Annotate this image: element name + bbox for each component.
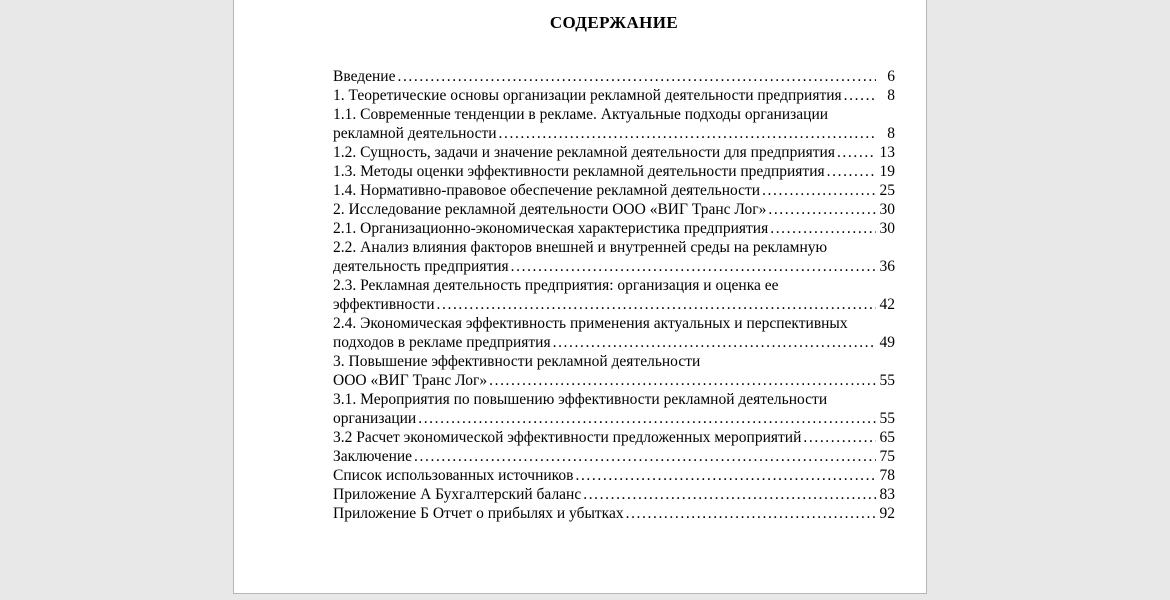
toc-line-text: Приложение А Бухгалтерский баланс bbox=[333, 486, 582, 503]
toc-dot-leader bbox=[827, 162, 876, 181]
toc-page-number: 83 bbox=[879, 486, 896, 503]
toc-page-number: 55 bbox=[879, 410, 896, 427]
toc-dot-leader bbox=[844, 86, 876, 105]
toc-line-text: 3.2 Расчет экономической эффективности п… bbox=[333, 429, 802, 446]
toc-line-text: 2.4. Экономическая эффективность примене… bbox=[333, 315, 848, 332]
toc-line-text: 3.1. Мероприятия по повышению эффективно… bbox=[333, 391, 828, 408]
toc-page-number: 75 bbox=[879, 448, 896, 465]
toc-dot-leader bbox=[575, 466, 876, 485]
toc-line-text: деятельность предприятия bbox=[333, 258, 509, 275]
toc-line-text: Введение bbox=[333, 68, 396, 85]
toc-line[interactable]: 3.2 Расчет экономической эффективности п… bbox=[333, 428, 895, 447]
toc-line-text: организации bbox=[333, 410, 417, 427]
toc-line[interactable]: 2. Исследование рекламной деятельности О… bbox=[333, 200, 895, 219]
toc-page-number: 6 bbox=[887, 68, 895, 85]
toc-dot-leader bbox=[768, 200, 876, 219]
toc-page-number: 49 bbox=[879, 334, 896, 351]
toc-page-number: 42 bbox=[879, 296, 896, 313]
toc-dot-leader bbox=[553, 333, 876, 352]
toc-dot-leader bbox=[397, 67, 876, 86]
toc-line[interactable]: 1.1. Современные тенденции в рекламе. Ак… bbox=[333, 105, 895, 124]
toc-line[interactable]: эффективности 42 bbox=[333, 295, 895, 314]
toc-line-text: подходов в рекламе предприятия bbox=[333, 334, 551, 351]
toc-line[interactable]: Приложение Б Отчет о прибылях и убытках … bbox=[333, 504, 895, 523]
toc-line[interactable]: 2.1. Организационно-экономическая характ… bbox=[333, 219, 895, 238]
toc-line[interactable]: ООО «ВИГ Транс Лог» 55 bbox=[333, 371, 895, 390]
toc-dot-leader bbox=[837, 143, 876, 162]
toc-line-text: 2.2. Анализ влияния факторов внешней и в… bbox=[333, 239, 828, 256]
toc-line-text: 3. Повышение эффективности рекламной дея… bbox=[333, 353, 701, 370]
toc-line[interactable]: 2.4. Экономическая эффективность примене… bbox=[333, 314, 895, 333]
toc-line-text: 2.3. Рекламная деятельность предприятия:… bbox=[333, 277, 779, 294]
toc-line-text: рекламной деятельности bbox=[333, 125, 497, 142]
toc-line-text: 1. Теоретические основы организации рекл… bbox=[333, 87, 842, 104]
toc-line[interactable]: организации 55 bbox=[333, 409, 895, 428]
toc-line[interactable]: 2.3. Рекламная деятельность предприятия:… bbox=[333, 276, 895, 295]
toc-line[interactable]: деятельность предприятия 36 bbox=[333, 257, 895, 276]
toc-page-number: 36 bbox=[879, 258, 896, 275]
toc-line[interactable]: 1. Теоретические основы организации рекл… bbox=[333, 86, 895, 105]
toc-dot-leader bbox=[511, 257, 876, 276]
toc-page-number: 92 bbox=[879, 505, 896, 522]
toc-dot-leader bbox=[583, 485, 876, 504]
toc-page-number: 13 bbox=[879, 144, 896, 161]
toc-line[interactable]: 3.1. Мероприятия по повышению эффективно… bbox=[333, 390, 895, 409]
toc-dot-leader bbox=[803, 428, 876, 447]
toc-dot-leader bbox=[489, 371, 876, 390]
document-page: СОДЕРЖАНИЕ Введение 6 1. Теоретические о… bbox=[233, 0, 927, 594]
toc-page-number: 78 bbox=[879, 467, 896, 484]
toc-dot-leader bbox=[626, 504, 876, 523]
toc-line-text: 1.1. Современные тенденции в рекламе. Ак… bbox=[333, 106, 829, 123]
toc-page-number: 8 bbox=[887, 87, 895, 104]
toc-line[interactable]: Введение 6 bbox=[333, 67, 895, 86]
toc-line-text: эффективности bbox=[333, 296, 435, 313]
toc-dot-leader bbox=[437, 295, 876, 314]
toc-line[interactable]: Заключение 75 bbox=[333, 447, 895, 466]
toc-page-number: 65 bbox=[879, 429, 896, 446]
toc-line[interactable]: подходов в рекламе предприятия 49 bbox=[333, 333, 895, 352]
toc-line[interactable]: 2.2. Анализ влияния факторов внешней и в… bbox=[333, 238, 895, 257]
toc-line-text: Приложение Б Отчет о прибылях и убытках bbox=[333, 505, 624, 522]
page-title: СОДЕРЖАНИЕ bbox=[549, 13, 679, 32]
toc-dot-leader bbox=[414, 447, 876, 466]
toc-line[interactable]: рекламной деятельности 8 bbox=[333, 124, 895, 143]
toc-dot-leader bbox=[762, 181, 876, 200]
toc-page-number: 25 bbox=[879, 182, 896, 199]
toc-page-number: 55 bbox=[879, 372, 896, 389]
toc-page-number: 19 bbox=[879, 163, 896, 180]
toc: Введение 6 1. Теоретические основы орган… bbox=[333, 67, 895, 523]
toc-line-text: 1.4. Нормативно-правовое обеспечение рек… bbox=[333, 182, 761, 199]
toc-dot-leader bbox=[418, 409, 876, 428]
toc-line-text: 1.2. Сущность, задачи и значение рекламн… bbox=[333, 144, 835, 161]
toc-line-text: 2.1. Организационно-экономическая характ… bbox=[333, 220, 769, 237]
toc-line[interactable]: 3. Повышение эффективности рекламной дея… bbox=[333, 352, 895, 371]
toc-line-text: 1.3. Методы оценки эффективности рекламн… bbox=[333, 163, 825, 180]
toc-line[interactable]: 1.2. Сущность, задачи и значение рекламн… bbox=[333, 143, 895, 162]
toc-line-text: Заключение bbox=[333, 448, 413, 465]
toc-line[interactable]: 1.3. Методы оценки эффективности рекламн… bbox=[333, 162, 895, 181]
toc-page-number: 30 bbox=[879, 201, 896, 218]
toc-dot-leader bbox=[499, 124, 876, 143]
toc-dot-leader bbox=[770, 219, 876, 238]
toc-line[interactable]: Список использованных источников 78 bbox=[333, 466, 895, 485]
toc-page-number: 8 bbox=[887, 125, 895, 142]
toc-line[interactable]: Приложение А Бухгалтерский баланс 83 bbox=[333, 485, 895, 504]
toc-line-text: Список использованных источников bbox=[333, 467, 574, 484]
toc-line[interactable]: 1.4. Нормативно-правовое обеспечение рек… bbox=[333, 181, 895, 200]
toc-line-text: 2. Исследование рекламной деятельности О… bbox=[333, 201, 767, 218]
toc-line-text: ООО «ВИГ Транс Лог» bbox=[333, 372, 488, 389]
toc-page-number: 30 bbox=[879, 220, 896, 237]
page-content: СОДЕРЖАНИЕ Введение 6 1. Теоретические о… bbox=[234, 0, 926, 523]
